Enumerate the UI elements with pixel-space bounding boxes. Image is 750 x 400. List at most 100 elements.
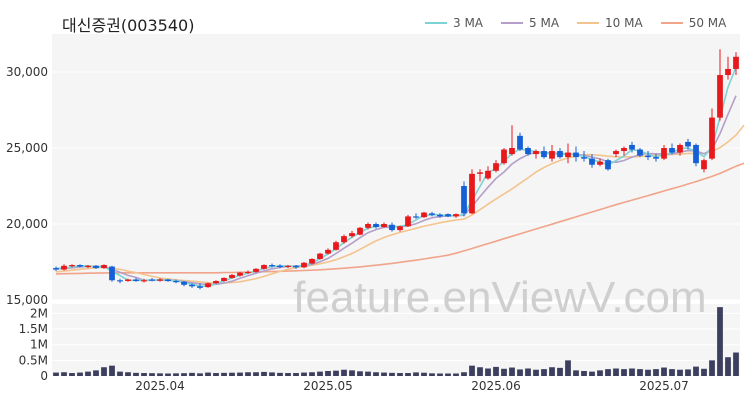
volume-tick-label: 1M	[30, 338, 48, 352]
volume-bar	[349, 370, 355, 376]
candle-body	[389, 224, 395, 231]
candle-body	[269, 265, 275, 267]
candle-body	[285, 265, 291, 267]
price-panel-background	[52, 34, 740, 300]
candle-body	[293, 265, 299, 268]
volume-bars	[53, 307, 739, 376]
volume-bar	[125, 372, 131, 376]
volume-bar	[605, 369, 611, 376]
volume-bar	[333, 370, 339, 376]
candle-body	[661, 148, 667, 159]
volume-bar	[573, 370, 579, 376]
volume-bar	[141, 373, 147, 376]
candle-body	[629, 144, 635, 150]
volume-bar	[357, 371, 363, 376]
volume-bar	[165, 373, 171, 376]
candle-body	[333, 242, 339, 250]
candle-body	[453, 214, 459, 217]
candle-body	[101, 265, 107, 269]
volume-bar	[149, 373, 155, 376]
candle-body	[621, 148, 627, 152]
ma50-line	[55, 162, 745, 275]
candle-body	[533, 151, 539, 155]
candle-body	[197, 286, 203, 288]
volume-tick-label: 0.5M	[19, 353, 48, 367]
price-axis-ticks: 15,000 20,000 25,000 30,000	[6, 65, 48, 307]
candle-body	[469, 173, 475, 214]
volume-bar	[541, 369, 547, 376]
volume-bar	[301, 372, 307, 376]
candle-body	[157, 279, 163, 281]
candle-body	[605, 160, 611, 170]
candle-body	[637, 149, 643, 156]
candle-body	[701, 160, 707, 170]
volume-bar	[381, 372, 387, 376]
candle-body	[597, 161, 603, 165]
candle-body	[405, 216, 411, 227]
volume-bar	[621, 369, 627, 376]
candle-body	[93, 265, 99, 269]
chart-title: 대신증권(003540)	[62, 16, 195, 35]
volume-bar	[733, 352, 739, 376]
volume-bar	[309, 372, 315, 376]
volume-bar	[397, 373, 403, 376]
candle-body	[653, 157, 659, 159]
candle-body	[213, 281, 219, 284]
price-tick-label: 20,000	[6, 217, 48, 231]
volume-bar	[285, 373, 291, 376]
volume-bar	[565, 360, 571, 376]
candle-body	[229, 274, 235, 278]
volume-bar	[101, 367, 107, 376]
volume-bar	[77, 372, 83, 376]
legend-swatch-10ma	[577, 22, 600, 24]
candle-body	[277, 265, 283, 267]
volume-bar	[661, 367, 667, 376]
watermark: feature.enViewV.com	[293, 273, 706, 322]
legend-item-50ma: 50 MA	[660, 16, 726, 30]
candle-body	[85, 265, 91, 267]
volume-bar	[157, 373, 163, 376]
volume-bar	[629, 368, 635, 376]
volume-bar	[229, 372, 235, 376]
candle-body	[581, 157, 587, 159]
volume-bar	[189, 372, 195, 376]
volume-bar	[341, 369, 347, 376]
volume-bar	[293, 373, 299, 376]
candle-body	[61, 265, 67, 270]
volume-bar	[405, 373, 411, 376]
candle-body	[165, 279, 171, 281]
candle-body	[205, 283, 211, 288]
candle-body	[485, 170, 491, 179]
volume-bar	[637, 369, 643, 376]
candle-body	[77, 265, 83, 267]
candle-body	[717, 75, 723, 118]
candle-body	[549, 151, 555, 159]
volume-bar	[597, 370, 603, 376]
volume-bar	[325, 370, 331, 376]
candle-body	[381, 224, 387, 228]
candle-body	[365, 224, 371, 228]
volume-bar	[717, 307, 723, 376]
volume-bar	[205, 372, 211, 376]
candle-body	[693, 144, 699, 164]
legend-item-5ma: 5 MA	[501, 16, 559, 30]
volume-bar	[437, 373, 443, 376]
volume-bar	[533, 369, 539, 376]
candle-body	[429, 213, 435, 215]
candle-body	[613, 151, 619, 155]
volume-bar	[61, 372, 67, 376]
volume-bar	[485, 368, 491, 376]
candle-body	[149, 279, 155, 281]
volume-bar	[373, 372, 379, 376]
legend-swatch-3ma	[425, 22, 447, 24]
volume-bar	[213, 373, 219, 376]
volume-bar	[237, 372, 243, 376]
candle-body	[725, 68, 731, 76]
candle-body	[125, 279, 131, 281]
volume-bar	[253, 372, 259, 376]
candle-body	[501, 149, 507, 164]
volume-bar	[69, 373, 75, 376]
candle-body	[709, 117, 715, 159]
